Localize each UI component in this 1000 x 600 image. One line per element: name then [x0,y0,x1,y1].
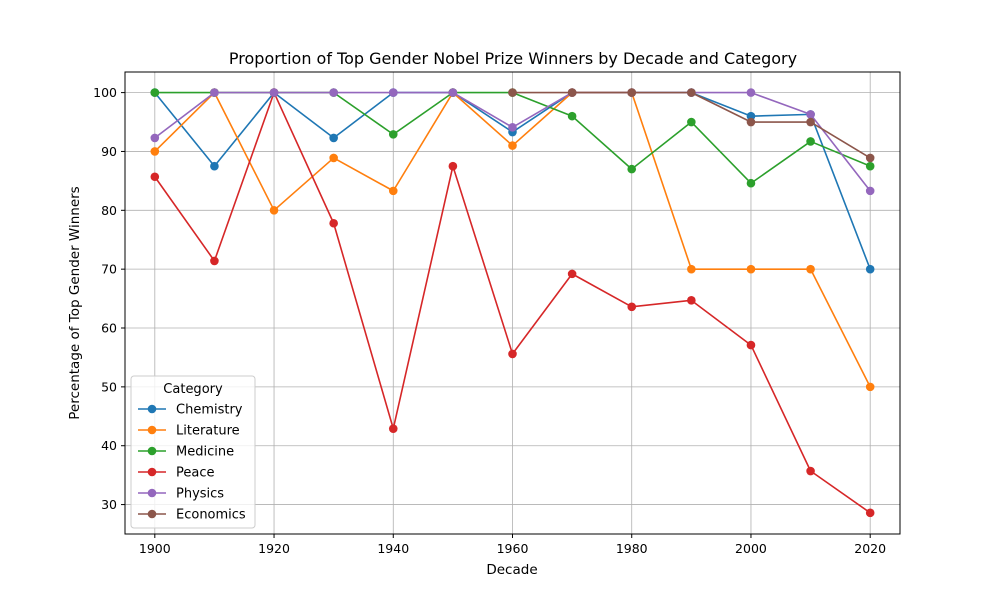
legend-label-physics: Physics [176,487,224,502]
data-point-physics [329,88,338,97]
data-point-economics [627,88,637,97]
data-point-medicine [388,130,398,139]
y-tick-label: 70 [101,262,117,277]
y-axis-label: Percentage of Top Gender Winners [67,186,83,419]
data-point-physics [746,88,756,97]
data-point-medicine [150,88,160,97]
y-tick-label: 80 [101,203,117,218]
data-point-economics [687,88,696,97]
data-point-peace [210,256,219,266]
data-point-economics [567,88,577,97]
x-tick-label: 1940 [377,541,409,556]
data-point-chemistry [746,111,756,121]
legend-marker-economics [147,509,157,519]
data-point-literature [269,206,279,215]
data-point-peace [746,340,756,350]
x-tick-label: 1920 [258,541,290,556]
data-point-economics [508,88,517,97]
data-point-physics [388,88,398,97]
y-tick-label: 60 [101,321,117,336]
legend-label-peace: Peace [176,466,215,481]
legend-label-literature: Literature [176,424,240,439]
legend-box [130,375,256,529]
data-point-peace [687,296,696,305]
y-axis: 30 40 50 60 70 80 90 100 [93,85,125,512]
data-point-literature [329,153,338,163]
data-point-peace [329,218,338,228]
series-layer [150,88,875,518]
legend-item-literature: Literature [138,424,240,439]
y-tick-label: 30 [101,497,117,512]
data-point-economics [806,117,815,127]
data-point-peace [567,269,577,279]
data-point-medicine [806,137,815,146]
legend-item-medicine: Medicine [138,445,234,460]
data-point-literature [687,264,696,274]
data-point-economics [746,117,756,127]
legend-title: Category [163,382,223,397]
legend-marker-peace [147,467,157,477]
legend: Category Chemistry Literature Medicine Peac… [130,375,256,529]
data-point-physics [508,123,517,132]
legend-items: Chemistry Literature Medicine Peace Physics E… [138,403,246,523]
data-point-literature [806,264,815,274]
data-point-literature [746,264,756,274]
legend-marker-literature [147,425,157,435]
data-point-economics [865,153,875,163]
data-point-peace [388,424,398,433]
data-point-peace [150,172,160,182]
x-tick-label: 1900 [139,541,171,556]
data-point-physics [150,133,160,143]
legend-marker-physics [147,488,157,498]
data-point-physics [210,88,219,97]
data-point-medicine [865,161,875,171]
data-point-peace [448,161,458,171]
y-tick-label: 50 [101,379,117,394]
data-point-physics [269,88,279,97]
x-tick-label: 2000 [735,541,767,556]
legend-label-medicine: Medicine [176,445,234,460]
data-point-physics [865,186,875,196]
data-point-chemistry [865,264,875,274]
y-tick-label: 90 [101,144,117,159]
x-tick-label: 1980 [616,541,648,556]
data-point-physics [806,110,815,119]
data-point-chemistry [210,161,219,171]
legend-item-economics: Economics [138,508,246,523]
legend-marker-chemistry [147,404,157,414]
data-point-peace [806,466,815,476]
data-point-medicine [567,111,577,121]
data-point-medicine [627,164,637,174]
y-tick-label: 40 [101,438,117,453]
x-tick-label: 1960 [497,541,529,556]
data-point-chemistry [329,133,338,143]
series-economics [508,88,875,163]
data-point-medicine [687,117,696,127]
legend-marker-medicine [147,446,157,456]
legend-item-peace: Peace [138,466,215,481]
data-point-literature [150,147,160,156]
chart-title: Proportion of Top Gender Nobel Prize Win… [229,49,797,68]
data-point-literature [388,186,398,196]
x-axis-label: Decade [486,562,537,578]
data-point-literature [865,382,875,392]
data-point-peace [508,349,517,359]
legend-item-physics: Physics [138,487,224,502]
data-point-physics [448,88,458,97]
data-point-peace [865,508,875,518]
x-tick-label: 2020 [854,541,886,556]
legend-label-chemistry: Chemistry [176,403,243,418]
legend-label-economics: Economics [176,508,246,523]
data-point-literature [508,141,517,150]
data-point-medicine [746,178,756,188]
x-axis: 1900 1920 1940 1960 1980 2000 2020 [139,534,886,556]
data-point-peace [627,302,637,312]
y-tick-label: 100 [93,85,117,100]
legend-item-chemistry: Chemistry [138,403,243,418]
series-physics [150,88,875,196]
